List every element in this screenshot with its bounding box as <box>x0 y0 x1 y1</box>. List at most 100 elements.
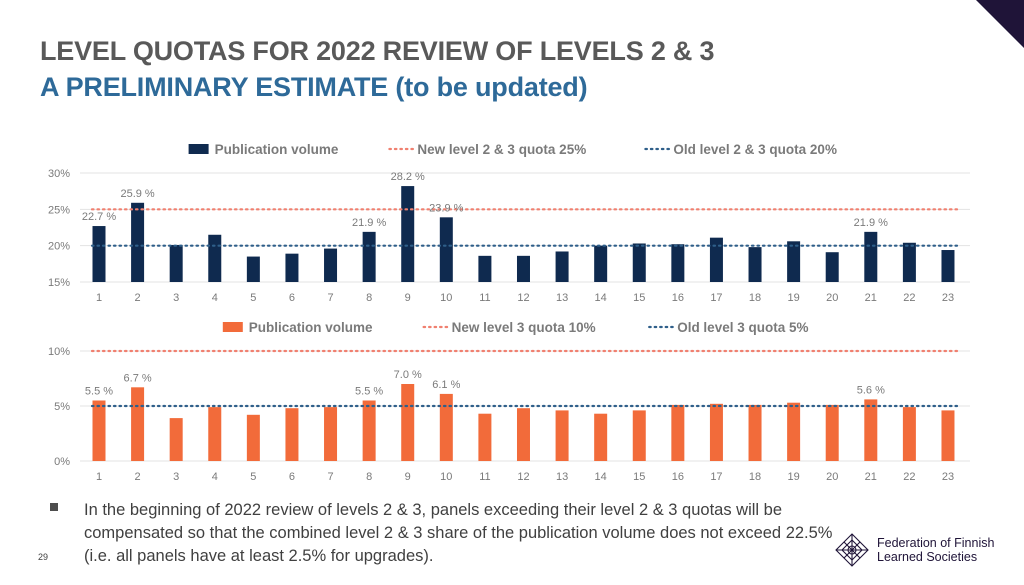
bar <box>208 234 222 282</box>
legend-label: Old level 3 quota 5% <box>677 320 808 335</box>
bar <box>246 256 260 282</box>
x-tick-label: 8 <box>366 292 372 304</box>
legend-swatch-bar <box>188 144 209 154</box>
x-tick-label: 3 <box>173 292 179 304</box>
legend-swatch-bar <box>222 322 243 332</box>
bar <box>439 393 453 461</box>
bar <box>362 231 376 282</box>
x-tick-label: 21 <box>865 292 877 304</box>
bar <box>131 202 145 282</box>
bar <box>169 418 183 461</box>
slide-title: LEVEL QUOTAS FOR 2022 REVIEW OF LEVELS 2… <box>40 36 715 66</box>
logo-line-1: Federation of Finnish <box>877 536 995 550</box>
y-tick-label: 30% <box>48 168 70 180</box>
bullet-marker <box>50 503 58 511</box>
bullet-text: In the beginning of 2022 review of level… <box>84 501 833 565</box>
data-label: 5.5 % <box>355 386 383 398</box>
x-tick-label: 14 <box>595 471 607 483</box>
x-tick-label: 12 <box>517 292 529 304</box>
x-tick-label: 23 <box>942 292 954 304</box>
bar <box>748 247 762 282</box>
data-label: 21.9 % <box>854 217 888 229</box>
x-tick-label: 3 <box>173 471 179 483</box>
x-tick-label: 19 <box>787 471 799 483</box>
bar <box>825 252 839 282</box>
legend-label: Publication volume <box>249 320 373 335</box>
legend-label: New level 2 & 3 quota 25% <box>417 142 586 157</box>
x-tick-label: 9 <box>405 292 411 304</box>
data-label: 6.7 % <box>124 372 152 384</box>
bar <box>169 244 183 282</box>
bar <box>478 413 492 461</box>
y-tick-label: 5% <box>54 401 70 413</box>
bar <box>401 186 415 282</box>
bar <box>285 253 299 282</box>
bar <box>632 243 646 282</box>
bar <box>439 217 453 282</box>
data-label: 28.2 % <box>391 171 425 183</box>
x-tick-label: 12 <box>517 471 529 483</box>
y-tick-label: 10% <box>48 346 70 358</box>
x-tick-label: 7 <box>327 292 333 304</box>
logo-text: Federation of Finnish Learned Societies <box>877 536 994 564</box>
bar <box>555 410 569 461</box>
bar <box>594 245 608 282</box>
bar <box>401 384 415 461</box>
bar <box>748 404 762 461</box>
bar <box>92 400 106 461</box>
x-tick-label: 16 <box>672 292 684 304</box>
x-tick-label: 2 <box>135 292 141 304</box>
x-tick-label: 6 <box>289 471 295 483</box>
x-tick-label: 18 <box>749 292 761 304</box>
bar <box>594 413 608 461</box>
data-label: 23.9 % <box>429 202 463 214</box>
x-tick-label: 20 <box>826 292 838 304</box>
legend-label: Publication volume <box>215 142 339 157</box>
bar <box>516 255 530 282</box>
x-tick-label: 13 <box>556 292 568 304</box>
x-tick-label: 14 <box>595 292 607 304</box>
x-tick-label: 18 <box>749 471 761 483</box>
y-tick-label: 25% <box>48 204 70 216</box>
network-knot-icon <box>835 533 869 567</box>
x-tick-label: 7 <box>327 471 333 483</box>
bar <box>941 250 955 282</box>
bar <box>324 407 338 461</box>
x-tick-label: 9 <box>405 471 411 483</box>
x-tick-label: 20 <box>826 471 838 483</box>
x-tick-label: 2 <box>135 471 141 483</box>
bar <box>709 403 723 461</box>
x-tick-label: 10 <box>440 471 452 483</box>
y-tick-label: 15% <box>48 277 70 289</box>
x-tick-label: 11 <box>479 471 490 483</box>
bar <box>671 404 685 461</box>
bar <box>555 251 569 282</box>
bar <box>324 248 338 282</box>
x-tick-label: 4 <box>212 292 218 304</box>
bar <box>131 387 145 461</box>
x-tick-label: 8 <box>366 471 372 483</box>
y-tick-label: 20% <box>48 241 70 253</box>
data-label: 25.9 % <box>120 188 154 200</box>
data-label: 21.9 % <box>352 217 386 229</box>
logo-line-2: Learned Societies <box>877 550 978 564</box>
slide-subtitle: A PRELIMINARY ESTIMATE (to be updated) <box>40 72 588 102</box>
x-tick-label: 5 <box>250 292 256 304</box>
x-tick-label: 22 <box>903 471 915 483</box>
x-tick-label: 15 <box>633 292 645 304</box>
x-tick-label: 5 <box>250 471 256 483</box>
x-tick-label: 11 <box>479 292 490 304</box>
bar <box>632 410 646 461</box>
bar <box>864 231 878 282</box>
x-tick-label: 23 <box>942 471 954 483</box>
bar <box>516 408 530 461</box>
bar <box>941 410 955 461</box>
x-tick-label: 21 <box>865 471 877 483</box>
bar <box>902 242 916 282</box>
data-label: 5.5 % <box>85 386 113 398</box>
x-tick-label: 10 <box>440 292 452 304</box>
bar <box>709 237 723 282</box>
x-tick-label: 19 <box>787 292 799 304</box>
charts-area: 15%20%25%30%1 2 3 4 5 6 7 8 9 10 11 12 13 14 15 16 17 18 1… <box>48 142 970 483</box>
bar <box>787 402 801 461</box>
